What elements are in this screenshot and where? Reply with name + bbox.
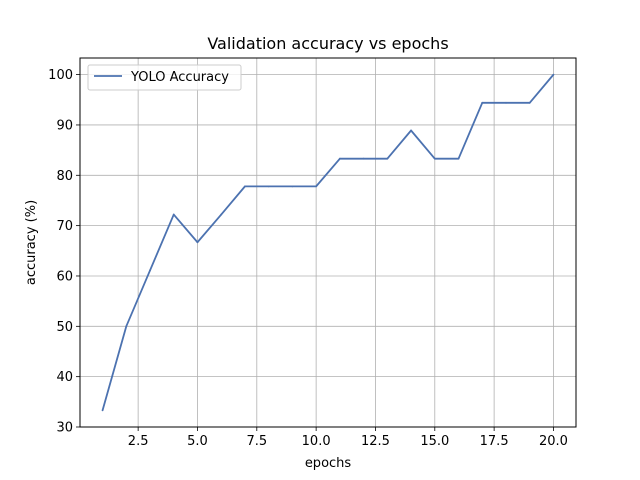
series-layer xyxy=(101,73,555,412)
data-point xyxy=(433,157,436,160)
plot-frame xyxy=(79,57,577,428)
x-tick-label: 2.5 xyxy=(128,434,149,449)
chart-title: Validation accuracy vs epochs xyxy=(207,34,448,53)
data-point xyxy=(149,269,151,272)
data-point xyxy=(244,185,246,188)
series-line xyxy=(101,74,555,411)
x-tick-label: 10.0 xyxy=(302,434,331,449)
data-point xyxy=(481,101,484,104)
data-point xyxy=(528,101,531,104)
data-point xyxy=(410,129,412,132)
y-axis: 30 40 50 60 70 80 90 100 xyxy=(48,68,80,436)
y-tick-label: 100 xyxy=(48,68,73,83)
x-axis: 2.5 5.0 7.5 10.0 12.5 15.0 17.5 20.0 xyxy=(128,427,568,449)
data-point xyxy=(291,185,294,188)
y-tick-label: 70 xyxy=(56,219,73,234)
legend-box xyxy=(87,64,242,91)
x-tick-label: 20.0 xyxy=(539,434,568,449)
data-point xyxy=(315,185,318,188)
data-point xyxy=(386,157,389,160)
x-tick-label: 17.5 xyxy=(480,434,509,449)
x-tick-label: 15.0 xyxy=(420,434,449,449)
data-point xyxy=(101,409,104,412)
data-point xyxy=(457,157,460,160)
x-tick-label: 5.0 xyxy=(187,434,208,449)
y-tick-label: 50 xyxy=(56,320,73,335)
y-tick-label: 90 xyxy=(56,118,73,133)
data-point xyxy=(338,157,341,160)
data-point xyxy=(220,213,223,216)
legend: YOLO Accuracy xyxy=(87,64,242,91)
y-tick-label: 40 xyxy=(56,370,73,385)
data-point xyxy=(125,325,128,328)
x-axis-label: epochs xyxy=(305,456,352,471)
data-point xyxy=(172,213,175,216)
data-point xyxy=(362,157,365,160)
legend-label: YOLO Accuracy xyxy=(130,70,229,85)
y-tick-label: 80 xyxy=(56,169,73,184)
x-tick-label: 7.5 xyxy=(246,434,267,449)
data-point xyxy=(552,73,555,76)
data-point xyxy=(267,185,270,188)
y-tick-label: 60 xyxy=(56,269,73,284)
data-point xyxy=(505,101,507,104)
y-axis-label: accuracy (%) xyxy=(24,200,39,285)
y-tick-label: 30 xyxy=(56,421,73,436)
x-tick-label: 12.5 xyxy=(361,434,390,449)
data-point xyxy=(196,241,199,244)
